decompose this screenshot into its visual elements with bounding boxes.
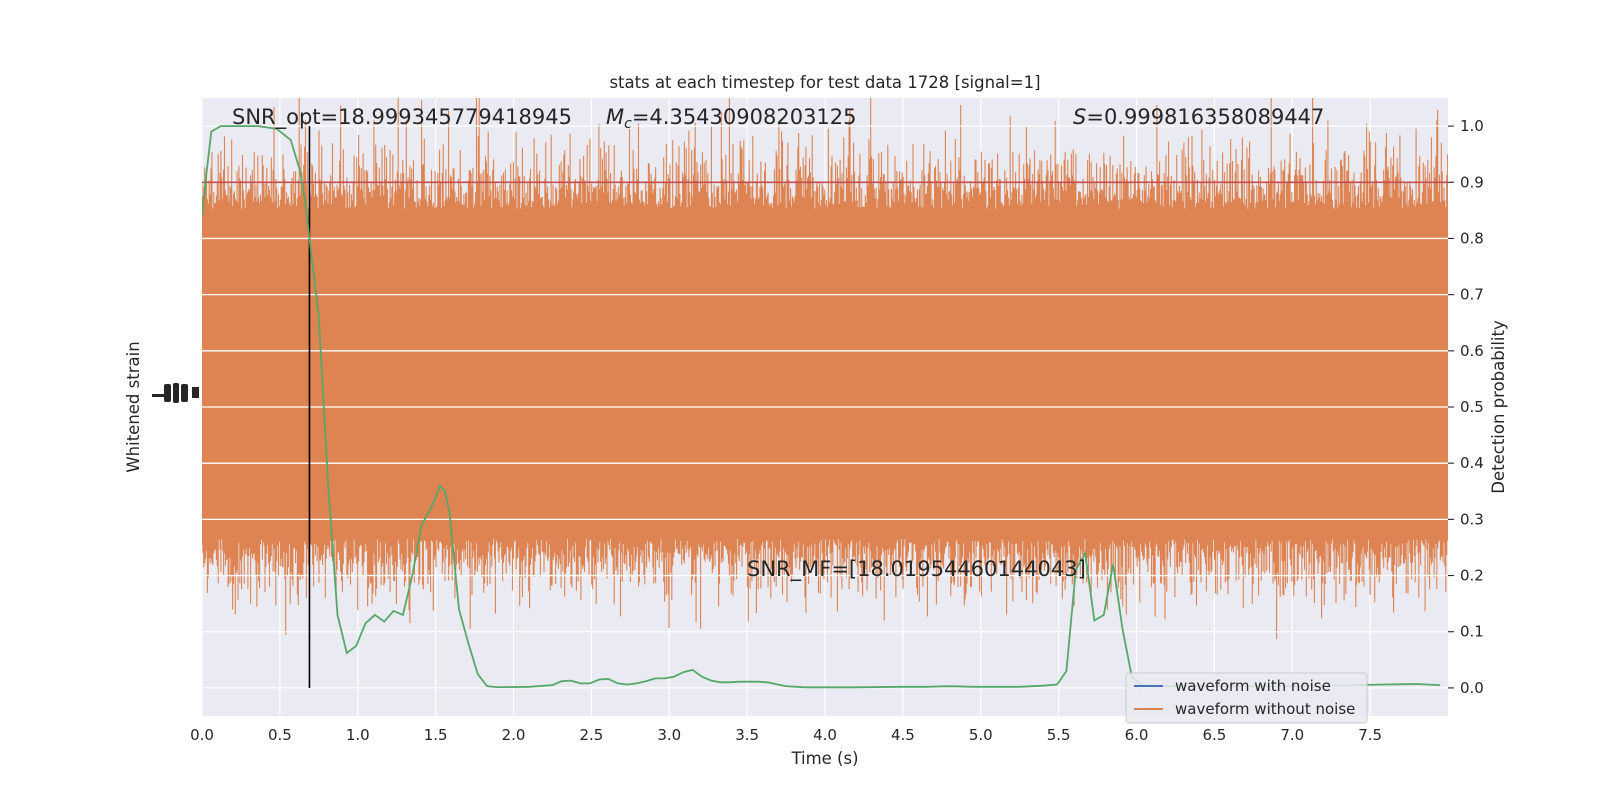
overlap-annotation: S=0.999816358089447 <box>1073 105 1324 129</box>
y-tick-label: 1.0 <box>1460 117 1484 135</box>
x-tick-label: 1.0 <box>346 726 370 744</box>
x-axis-ticks: 0.0 0.5 1.0 1.5 2.0 2.5 3.0 3.5 4.0 4.5 5.0 5.5 6.0 6… <box>190 726 1382 744</box>
legend-label-with-noise: waveform with noise <box>1175 677 1331 695</box>
left-axis-tick-labels-overlap <box>152 383 199 403</box>
y-tick-label: 0.1 <box>1460 623 1484 641</box>
x-tick-label: 7.5 <box>1358 726 1382 744</box>
x-tick-label: 3.5 <box>735 726 759 744</box>
snr-opt-annotation: SNR_opt=18.999345779418945 <box>232 105 572 130</box>
chart-title: stats at each timestep for test data 172… <box>609 73 1040 92</box>
x-tick-label: 1.5 <box>424 726 448 744</box>
x-tick-label: 6.0 <box>1125 726 1149 744</box>
y-tick-label: 0.0 <box>1460 679 1484 697</box>
y-tick-label: 0.2 <box>1460 567 1484 585</box>
y-tick-label: 0.5 <box>1460 398 1484 416</box>
x-tick-label: 5.0 <box>969 726 993 744</box>
y-tick-label: 0.3 <box>1460 510 1484 528</box>
detection-probability-line <box>202 125 1441 689</box>
snr-mf-annotation: SNR_MF=[18.01954460144043] <box>747 557 1086 582</box>
legend: waveform with noise waveform without noi… <box>1125 672 1368 724</box>
x-tick-label: 0.5 <box>268 726 292 744</box>
horizontal-gridlines <box>202 125 1448 689</box>
right-y-axis-label: Detection probability <box>1489 320 1508 494</box>
x-tick-label: 3.0 <box>657 726 681 744</box>
x-tick-label: 4.0 <box>813 726 837 744</box>
legend-box <box>1125 672 1368 724</box>
left-y-axis-label: Whitened strain <box>124 341 143 472</box>
y-tick-label: 0.9 <box>1460 173 1484 191</box>
y-tick-label: 0.8 <box>1460 229 1484 247</box>
x-axis-label: Time (s) <box>790 749 858 768</box>
legend-label-without-noise: waveform without noise <box>1175 700 1355 718</box>
waveform-without-noise-series <box>202 98 1448 639</box>
y-tick-label: 0.4 <box>1460 454 1484 472</box>
x-tick-label: 5.5 <box>1047 726 1071 744</box>
right-y-axis-ticks: 0.0 0.1 0.2 0.3 0.4 0.5 0.6 0.7 0.8 0.9 1.0 <box>1448 117 1484 697</box>
x-tick-label: 6.5 <box>1202 726 1226 744</box>
x-tick-label: 7.0 <box>1280 726 1304 744</box>
y-tick-label: 0.7 <box>1460 286 1484 304</box>
chirp-mass-annotation: Mc=4.35430908203125 <box>606 105 857 132</box>
x-tick-label: 0.0 <box>190 726 214 744</box>
y-tick-label: 0.6 <box>1460 342 1484 360</box>
x-tick-label: 2.5 <box>579 726 603 744</box>
x-tick-label: 2.0 <box>502 726 526 744</box>
x-tick-label: 4.5 <box>891 726 915 744</box>
